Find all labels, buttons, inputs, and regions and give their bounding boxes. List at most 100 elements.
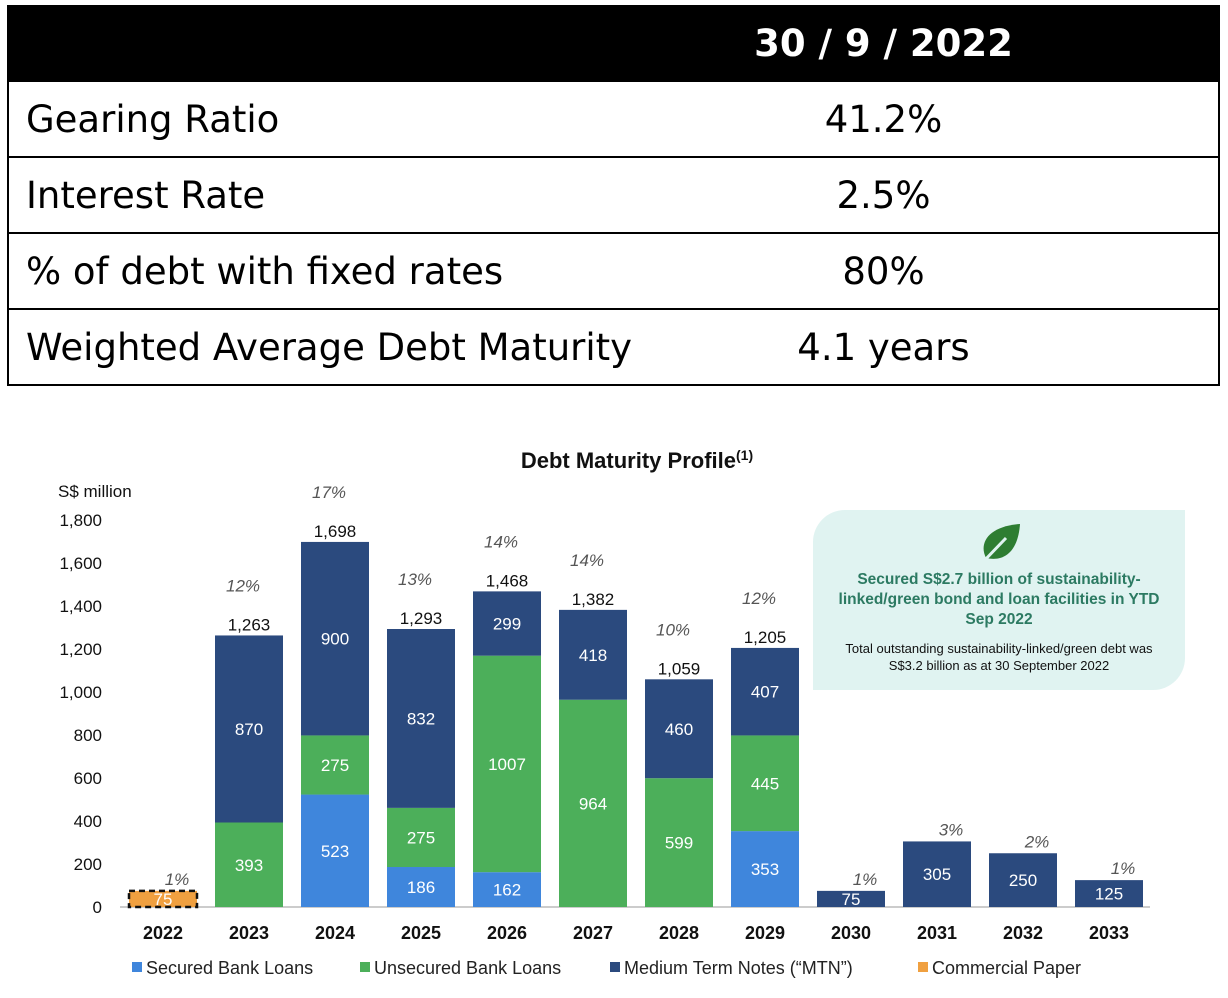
leaf-icon (980, 524, 1020, 564)
row-label: Interest Rate (26, 173, 266, 217)
percent-label: 3% (939, 820, 964, 839)
row-label: Weighted Average Debt Maturity (26, 325, 633, 369)
legend-swatch (918, 962, 928, 972)
data-label: 299 (493, 615, 521, 634)
total-label: 1,059 (658, 659, 701, 678)
x-tick-label: 2030 (831, 923, 871, 943)
data-label: 186 (407, 878, 435, 897)
percent-label: 10% (656, 620, 690, 639)
bar-segment (731, 831, 799, 907)
table-header-row: 30 / 9 / 2022 (9, 7, 1218, 80)
data-label: 250 (1009, 871, 1037, 890)
x-tick-label: 2024 (315, 923, 355, 943)
total-label: 1,698 (314, 522, 357, 541)
legend-label: Secured Bank Loans (146, 958, 313, 978)
table-row: Interest Rate 2.5% (9, 156, 1218, 232)
bar-segment (817, 890, 885, 907)
y-tick-label: 400 (74, 812, 102, 831)
x-tick-label: 2032 (1003, 923, 1043, 943)
data-label: 407 (751, 683, 779, 702)
y-tick-label: 1,400 (59, 597, 102, 616)
debt-summary-table: 30 / 9 / 2022 Gearing Ratio 41.2% Interes… (7, 5, 1220, 386)
x-tick-label: 2023 (229, 923, 269, 943)
total-label: 1,263 (228, 615, 271, 634)
percent-label: 1% (853, 870, 878, 889)
data-label: 305 (923, 865, 951, 884)
percent-label: 13% (398, 570, 432, 589)
bar-segment (387, 807, 455, 868)
table-row: % of debt with fixed rates 80% (9, 232, 1218, 308)
sustainability-callout: Secured S$2.7 billion of sustainability-… (813, 510, 1185, 690)
data-label: 353 (751, 860, 779, 879)
bar-segment (645, 778, 713, 907)
data-label: 75 (842, 890, 861, 909)
bar-segment (301, 735, 369, 795)
data-label: 125 (1095, 885, 1123, 904)
bar-segment (731, 735, 799, 832)
y-tick-label: 0 (93, 898, 102, 917)
percent-label: 1% (1111, 859, 1136, 878)
data-label: 964 (579, 794, 607, 813)
y-tick-label: 200 (74, 855, 102, 874)
percent-label: 14% (484, 532, 518, 551)
data-label: 162 (493, 881, 521, 900)
callout-text: Total outstanding sustainability-linked/… (845, 641, 1153, 673)
bar-segment (473, 591, 541, 656)
legend-swatch (360, 962, 370, 972)
total-label: 1,382 (572, 590, 615, 609)
data-label: 1007 (488, 755, 526, 774)
data-label: 393 (235, 856, 263, 875)
percent-label: 14% (570, 551, 604, 570)
bar-segment (731, 647, 799, 736)
data-label: 418 (579, 646, 607, 665)
bar-segment (559, 609, 627, 700)
x-tick-label: 2025 (401, 923, 441, 943)
data-label: 523 (321, 842, 349, 861)
y-axis-label: S$ million (58, 482, 132, 501)
debt-maturity-chart: Debt Maturity Profile(1) S$ million 0 200… (58, 447, 1150, 978)
table-row: Weighted Average Debt Maturity 4.1 years (9, 308, 1218, 384)
y-tick-label: 800 (74, 726, 102, 745)
bar-segment (127, 889, 199, 909)
row-value: 41.2% (824, 97, 943, 141)
legend-swatch (132, 962, 142, 972)
row-value: 2.5% (836, 173, 931, 217)
bar-segment (301, 794, 369, 907)
legend-swatch (610, 962, 620, 972)
percent-label: 2% (1024, 832, 1050, 851)
table-row: Gearing Ratio 41.2% (9, 80, 1218, 156)
x-tick-label: 2033 (1089, 923, 1129, 943)
x-tick-label: 2028 (659, 923, 699, 943)
data-label: 75 (154, 890, 173, 909)
chart-title: Debt Maturity Profile(1) (521, 447, 753, 473)
data-label: 275 (407, 828, 435, 847)
y-tick-label: 1,000 (59, 683, 102, 702)
row-value: 80% (842, 249, 925, 293)
total-label: 1,293 (400, 609, 443, 628)
data-label: 445 (751, 774, 779, 793)
bar-segment (215, 635, 283, 823)
y-tick-label: 600 (74, 769, 102, 788)
data-label: 460 (665, 720, 693, 739)
percent-label: 12% (226, 576, 260, 595)
row-value: 4.1 years (797, 325, 970, 369)
bar-segment (387, 867, 455, 907)
bar-segment (301, 541, 369, 736)
legend-label: Unsecured Bank Loans (374, 958, 561, 978)
data-label: 832 (407, 709, 435, 728)
x-tick-label: 2022 (143, 923, 183, 943)
callout-headline: Secured S$2.7 billion of sustainability-… (838, 571, 1160, 628)
x-tick-label: 2031 (917, 923, 957, 943)
bar-segment (645, 679, 713, 779)
total-label: 1,468 (486, 571, 529, 590)
y-tick-label: 1,600 (59, 554, 102, 573)
bar-segment (1075, 880, 1143, 907)
bar-segment (903, 841, 971, 907)
total-label: 1,205 (744, 628, 787, 647)
bar-segment (473, 872, 541, 907)
legend-label: Medium Term Notes (“MTN”) (624, 958, 853, 978)
data-label: 599 (665, 834, 693, 853)
y-tick-label: 1,800 (59, 511, 102, 530)
bar-segment (989, 853, 1057, 907)
data-label: 275 (321, 756, 349, 775)
